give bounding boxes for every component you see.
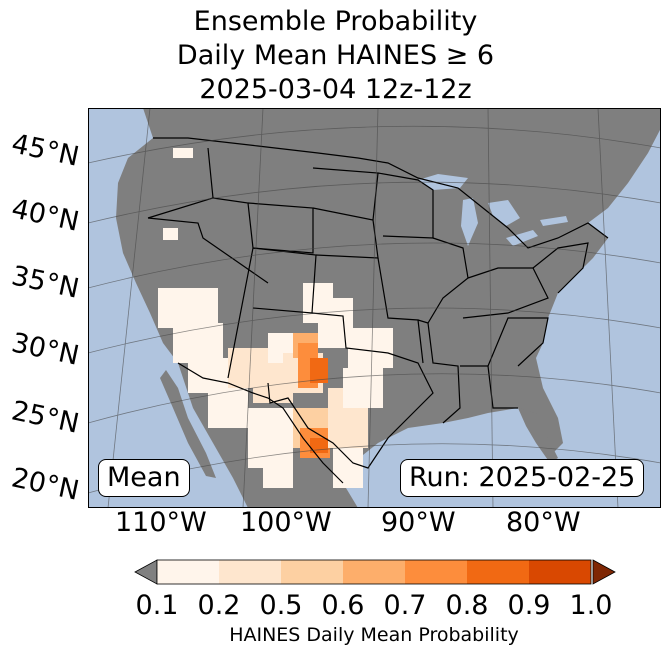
graticule-lon-100 — [367, 108, 379, 508]
colorbar-tick-1: 0.2 — [197, 590, 241, 621]
canada-landmass — [143, 108, 661, 248]
lon-label-90: 90°W — [381, 507, 456, 538]
lake-ontario — [540, 216, 568, 226]
colorbar-tick-0: 0.1 — [135, 590, 179, 621]
border-ky-tn — [462, 267, 549, 319]
lon-label-110: 110°W — [115, 507, 207, 538]
colorbar-cell-0 — [157, 560, 219, 584]
border-mo-il — [417, 237, 469, 324]
florida-landmass — [518, 408, 558, 463]
lat-label-35: 35°N — [8, 260, 82, 305]
border-ne-ks — [312, 207, 379, 259]
colorbar-under-arrow — [134, 559, 158, 585]
colorbar-tick-5: 0.8 — [445, 590, 489, 621]
probability-cell — [208, 383, 248, 428]
probability-cell — [163, 228, 178, 240]
lon-label-100: 100°W — [240, 507, 332, 538]
title-line-2: Daily Mean HAINES ≥ 6 — [176, 40, 495, 71]
lat-label-25: 25°N — [8, 395, 82, 440]
map-frame — [88, 108, 661, 508]
colorbar-tick-4: 0.7 — [383, 590, 427, 621]
colorbar-label: HAINES Daily Mean Probability — [229, 624, 519, 646]
run-date-box: Run: 2025-02-25 — [400, 459, 645, 497]
probability-cell — [158, 288, 218, 328]
colorbar-tick-6: 0.9 — [507, 590, 551, 621]
colorbar-cell-5 — [467, 560, 529, 584]
colorbar-cell-1 — [219, 560, 281, 584]
colorbar-tick-7: 1.0 — [569, 590, 613, 621]
border-nv-ut-az — [212, 197, 254, 379]
probability-cell — [263, 448, 293, 488]
border-mn-ia — [377, 172, 434, 239]
colorbar-cell-2 — [281, 560, 343, 584]
borders — [147, 137, 609, 484]
colorbar — [134, 559, 616, 585]
lat-label-30: 30°N — [8, 327, 82, 372]
graticule-lat-25 — [88, 373, 661, 424]
colorbar-tick-2: 0.5 — [259, 590, 303, 621]
baja-landmass — [160, 370, 216, 478]
border-ok-ks-mo — [377, 257, 424, 364]
canada-us-border — [153, 137, 609, 249]
stat-label-box: Mean — [98, 459, 190, 497]
title-line-3: 2025-03-04 12z-12z — [199, 74, 472, 105]
graticule-lat-35 — [88, 242, 661, 289]
graticule-lon-110 — [242, 108, 264, 508]
lat-label-20: 20°N — [8, 462, 82, 507]
lake-erie — [506, 230, 538, 246]
colorbar-tick-3: 0.6 — [321, 590, 365, 621]
lake-michigan — [461, 198, 478, 246]
colorbar-cell-4 — [405, 560, 467, 584]
probability-cell — [173, 148, 193, 158]
graticule-lon-80 — [597, 108, 619, 508]
border-ms-al — [460, 365, 518, 409]
graticule-lat-30 — [88, 307, 661, 354]
border-ca-nv-az — [147, 217, 269, 284]
colorbar-cell-6 — [529, 560, 591, 584]
us-mexico-border — [177, 362, 344, 484]
title-line-1: Ensemble Probability — [193, 6, 478, 37]
colorbar-cell-3 — [343, 560, 405, 584]
colorbar-over-arrow — [592, 559, 616, 585]
probability-cell — [348, 328, 393, 368]
border-texas — [267, 312, 434, 469]
border-wy-co — [247, 202, 314, 254]
probability-cell — [333, 448, 363, 488]
lake-huron — [488, 200, 520, 226]
probability-cell — [343, 368, 383, 408]
border-ga-sc — [487, 317, 549, 367]
probability-cell — [310, 358, 328, 383]
great-lakes — [418, 174, 568, 246]
usa-landmass — [116, 138, 608, 483]
probability-field — [158, 148, 393, 488]
colorbar-frame — [156, 559, 592, 585]
graticule-lat-45 — [88, 125, 661, 164]
lon-label-80: 80°W — [506, 507, 581, 538]
border-va-pa — [532, 242, 589, 294]
probability-cell — [173, 323, 223, 363]
graticule-lon-120 — [107, 108, 151, 508]
graticule-lon-90 — [487, 108, 494, 508]
probability-cell — [318, 298, 353, 348]
lat-label-45: 45°N — [8, 128, 82, 173]
map-panel — [88, 108, 661, 508]
border-ar-la-ms — [427, 322, 461, 424]
lat-label-40: 40°N — [8, 193, 82, 238]
